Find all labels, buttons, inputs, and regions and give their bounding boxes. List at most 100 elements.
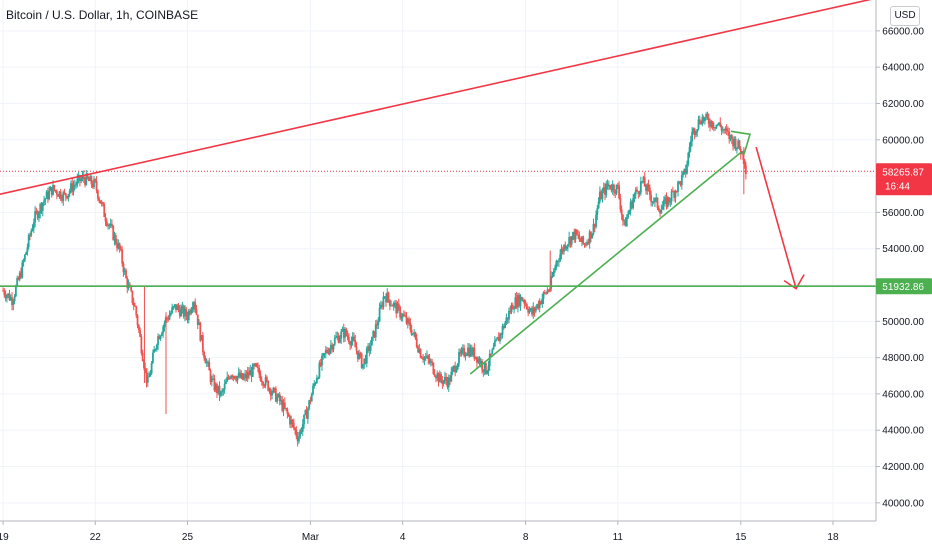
candle-body [541, 298, 544, 305]
candle-body [698, 119, 701, 124]
candle-body [668, 197, 670, 202]
candle-body [169, 312, 172, 316]
candle-body [239, 372, 241, 378]
candle-body [438, 373, 441, 383]
candle-body [404, 315, 407, 317]
candle-body [155, 345, 158, 350]
candle-body [216, 384, 218, 393]
candle-body [433, 373, 436, 377]
current-price-label: 58265.87 [882, 167, 924, 178]
candle-body [435, 376, 437, 379]
candle-body [237, 372, 240, 377]
red-arrowhead [783, 274, 805, 290]
candle-body [602, 187, 605, 192]
candle-body [199, 322, 202, 341]
candle-body [153, 349, 156, 353]
candle-body [118, 243, 121, 249]
candle-body [144, 367, 147, 369]
currency-button[interactable]: USD [890, 6, 920, 26]
candle-body [622, 214, 624, 221]
candle-body [697, 119, 700, 130]
candle-body [145, 368, 148, 383]
candle-body [148, 376, 150, 378]
candle-body [723, 129, 726, 131]
candle-body [565, 246, 568, 249]
candle-body [468, 347, 471, 357]
candle-body [712, 127, 715, 129]
candle-body [255, 363, 258, 367]
price-tick-label: 64000.00 [882, 63, 924, 74]
candle-body [76, 178, 79, 185]
price-tick-label: 48000.00 [882, 353, 924, 364]
candle-body [146, 377, 149, 383]
price-axis[interactable]: 40000.00 42000.00 44000.00 46000.00 48000.00… [875, 0, 932, 550]
candle-body [3, 290, 6, 295]
candle-body [470, 347, 473, 356]
candle-body [478, 358, 481, 364]
candle-body [733, 138, 736, 147]
candle-body [406, 318, 409, 324]
candle-body [490, 353, 492, 355]
candle-body [309, 400, 312, 402]
candle-body [551, 276, 554, 278]
candle-body [262, 382, 264, 386]
candle-body [472, 347, 474, 356]
candle-body [408, 318, 410, 323]
candle-body [564, 245, 567, 249]
candle-body [319, 362, 322, 366]
candle-body [48, 190, 51, 200]
candle-body [637, 191, 640, 194]
candle-body [296, 436, 299, 442]
candle-body [651, 201, 654, 203]
candle-body [669, 201, 672, 203]
candle-body [688, 147, 691, 154]
candle-body [186, 316, 189, 321]
candle-body [519, 296, 522, 307]
candle-body [636, 189, 638, 192]
candle-body [531, 308, 533, 315]
candle-body [629, 201, 632, 211]
candle-body [34, 211, 36, 223]
candle-body [618, 185, 620, 199]
candle-body [49, 187, 52, 191]
candle-body [333, 337, 336, 345]
candle-body [346, 335, 349, 338]
candle-body [458, 352, 460, 364]
candle-body [579, 239, 582, 242]
candle-body [41, 202, 44, 211]
candle-body [630, 201, 633, 208]
candle-body [27, 235, 30, 248]
candle-body [312, 385, 314, 395]
candle-body [64, 193, 67, 197]
candle-body [26, 247, 29, 253]
candle-body [126, 278, 129, 289]
candle-body [657, 207, 660, 211]
candle-body [624, 220, 627, 227]
time-axis[interactable]: 19 22 25 Mar 4 8 11 15 18 [0, 520, 876, 550]
candle-body [440, 373, 442, 380]
candle-body [298, 436, 300, 442]
candle-body [486, 370, 489, 374]
candle-body [707, 117, 710, 124]
candle-body [632, 198, 635, 208]
candle-body [149, 373, 152, 377]
candle-body [53, 185, 56, 191]
candle-body [656, 197, 659, 208]
candle-body [114, 234, 117, 244]
candle-body [414, 332, 417, 339]
candle-body [68, 190, 71, 195]
candle-body [528, 309, 531, 313]
candle-body [491, 349, 494, 355]
candle-body [12, 301, 15, 305]
candle-body [642, 177, 645, 182]
candle-body [647, 184, 650, 188]
candle-body [394, 302, 396, 304]
candle-body [67, 194, 70, 199]
candle-body [242, 376, 245, 380]
candle-body [204, 358, 207, 364]
candle-body [387, 292, 390, 300]
candle-body [203, 352, 206, 359]
candle-body [207, 361, 209, 363]
candle-body [607, 184, 610, 187]
